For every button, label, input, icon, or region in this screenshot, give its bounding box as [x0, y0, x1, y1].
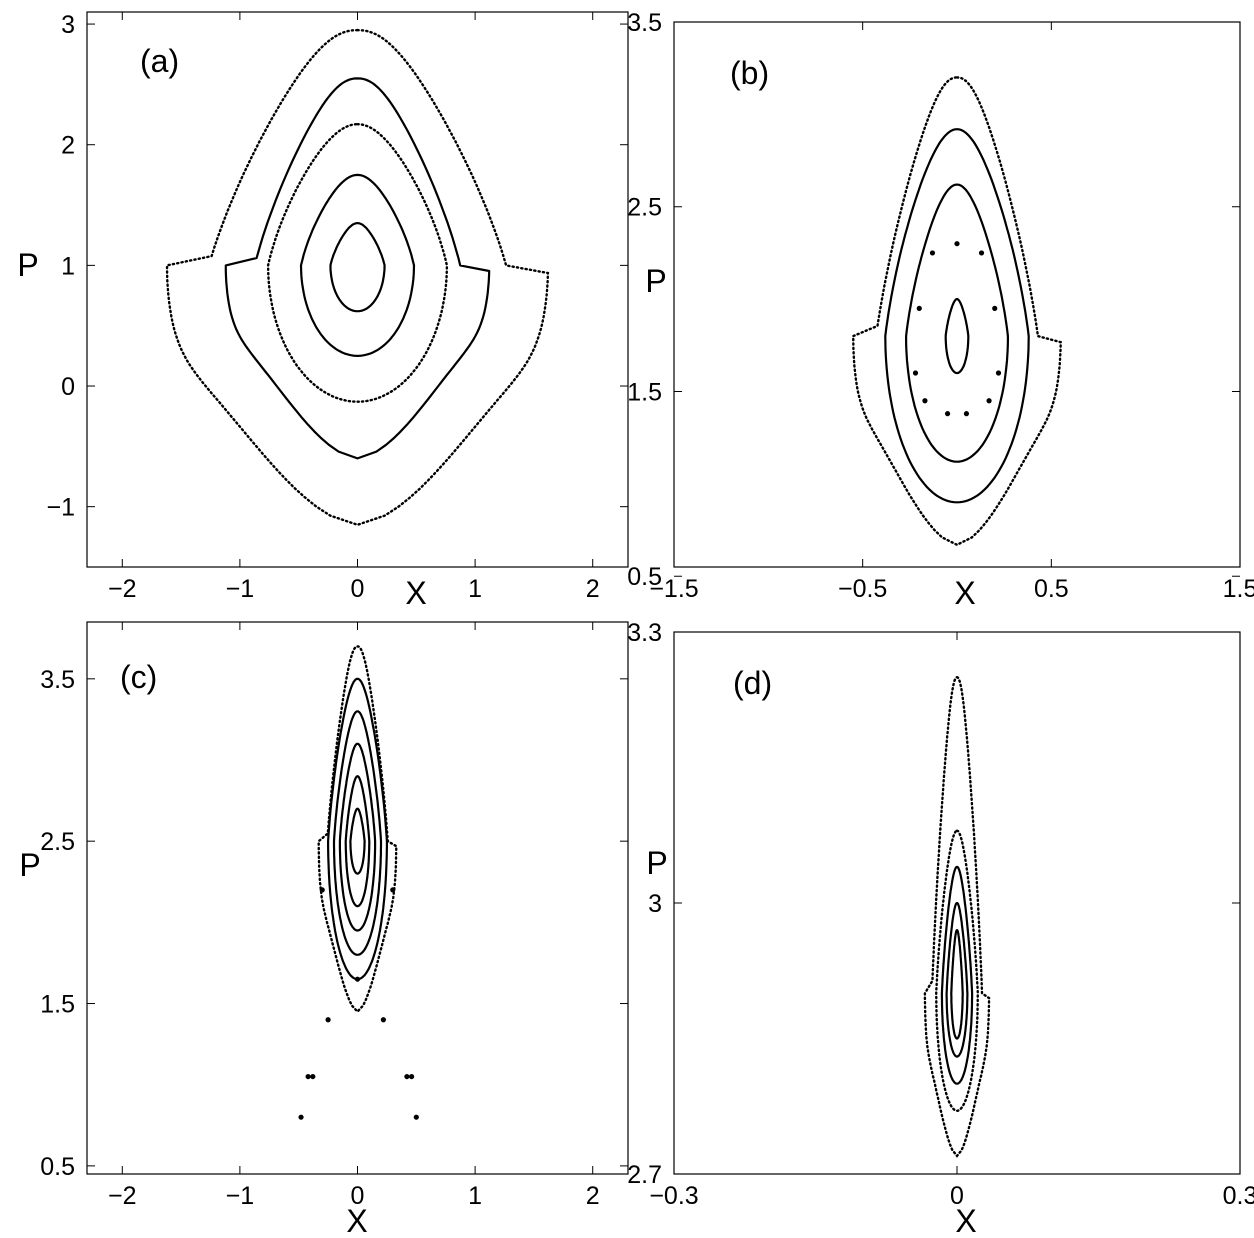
y-axis-label: P	[645, 263, 666, 299]
orbit-curve	[934, 829, 980, 1113]
x-tick-label: 1.5	[1223, 575, 1254, 603]
plot-frame	[86, 621, 629, 1175]
y-tick-label: −1	[46, 494, 75, 522]
x-tick-label: −1	[226, 1182, 255, 1210]
y-tick-label: 3	[61, 11, 75, 39]
panel-a: −2 −1 0 1 2 −1 0 1 2 3 X P (a)	[17, 11, 629, 611]
y-tick-label: 2	[61, 132, 75, 160]
x-tick-label: 0.5	[1034, 575, 1069, 603]
x-tick-label: 0.3	[1223, 1182, 1254, 1210]
y-tick-label: 2.7	[627, 1161, 662, 1189]
x-tick-label: 2	[586, 1182, 600, 1210]
panel-label: (c)	[120, 659, 157, 695]
x-tick-label: 1	[468, 575, 482, 603]
x-tick-label: 0	[351, 1182, 365, 1210]
x-axis-label: X	[405, 575, 426, 611]
y-tick-label: 0.5	[40, 1153, 75, 1181]
x-tick-label: 1	[468, 1182, 482, 1210]
orbit-curve	[944, 298, 970, 375]
x-tick-label: −1.5	[649, 575, 698, 603]
island-point	[992, 305, 998, 311]
orbit-curve	[224, 77, 491, 460]
x-tick-label: −1	[226, 575, 255, 603]
island-point	[944, 411, 951, 417]
orbit-curve	[940, 865, 974, 1085]
orbit-curve	[338, 742, 377, 932]
orbit-curve	[923, 675, 991, 1158]
x-tick-label: −2	[108, 1182, 137, 1210]
island-point	[978, 250, 985, 256]
island-point	[305, 1073, 311, 1080]
orbit-curve	[905, 183, 1009, 463]
island-point	[954, 241, 960, 247]
island-point	[298, 1114, 304, 1120]
orbit-curve	[349, 807, 366, 875]
y-tick-label: 3.3	[627, 619, 662, 647]
y-tick-label: 0	[61, 373, 75, 401]
y-tick-label: 1.5	[627, 378, 662, 406]
x-axis-label: X	[954, 575, 975, 611]
x-tick-label: −2	[108, 575, 137, 603]
y-axis-label: P	[17, 247, 38, 283]
panel-b: −1.5 −0.5 0.5 1.5 0.5 1.5 2.5 3.5 X P (b)	[627, 9, 1254, 611]
x-tick-label: −0.5	[838, 575, 887, 603]
orbit-curve	[950, 929, 964, 1040]
island-point	[310, 1073, 316, 1080]
island-point	[922, 398, 928, 404]
orbit-curve	[329, 222, 386, 313]
x-tick-label: 0	[351, 575, 365, 603]
island-point	[929, 250, 936, 256]
plot-frame	[673, 21, 1241, 568]
island-point	[325, 1017, 331, 1023]
orbit-curve	[884, 128, 1030, 504]
island-point	[986, 398, 992, 404]
x-tick-label: −0.3	[649, 1182, 698, 1210]
y-tick-label: 1	[61, 252, 75, 280]
panel-label: (b)	[730, 55, 769, 91]
panel-label: (a)	[140, 43, 179, 79]
y-tick-label: 0.5	[627, 563, 662, 591]
island-point	[916, 305, 922, 311]
y-tick-label: 2.5	[627, 194, 662, 222]
island-point	[319, 887, 325, 893]
island-point	[409, 1073, 415, 1080]
orbit-curve	[165, 28, 550, 527]
island-point	[354, 976, 361, 982]
y-axis-label: P	[19, 847, 40, 883]
y-tick-label: 3	[648, 890, 662, 918]
panel-c: −2 −1 0 1 2 0.5 1.5 2.5 3.5 X P (c)	[19, 621, 629, 1238]
y-tick-label: 3.5	[627, 9, 662, 37]
orbit-curve	[317, 645, 398, 1014]
x-tick-label: 2	[586, 575, 600, 603]
orbit-curve	[344, 775, 371, 908]
y-tick-label: 3.5	[40, 666, 75, 694]
x-axis-label: X	[346, 1203, 367, 1238]
y-axis-label: P	[646, 845, 667, 881]
island-point	[912, 370, 919, 376]
x-axis-label: X	[955, 1203, 976, 1238]
island-point	[995, 370, 1002, 376]
island-point	[404, 1073, 410, 1080]
orbit-curve	[299, 173, 416, 357]
island-point	[963, 411, 970, 417]
orbit-curve	[266, 122, 449, 403]
panel-label: (d)	[733, 665, 772, 701]
x-tick-label: 0	[950, 1182, 964, 1210]
island-point	[380, 1017, 386, 1023]
y-tick-label: 2.5	[40, 828, 75, 856]
y-tick-label: 1.5	[40, 991, 75, 1019]
orbit-curve	[851, 76, 1062, 547]
orbit-curve	[327, 677, 388, 981]
island-point	[390, 887, 396, 893]
panel-d: −0.3 0 0.3 2.7 3 3.3 X P (d)	[627, 619, 1254, 1238]
orbit-curve	[332, 710, 383, 956]
orbit-curve	[945, 901, 969, 1058]
island-point	[413, 1114, 419, 1120]
